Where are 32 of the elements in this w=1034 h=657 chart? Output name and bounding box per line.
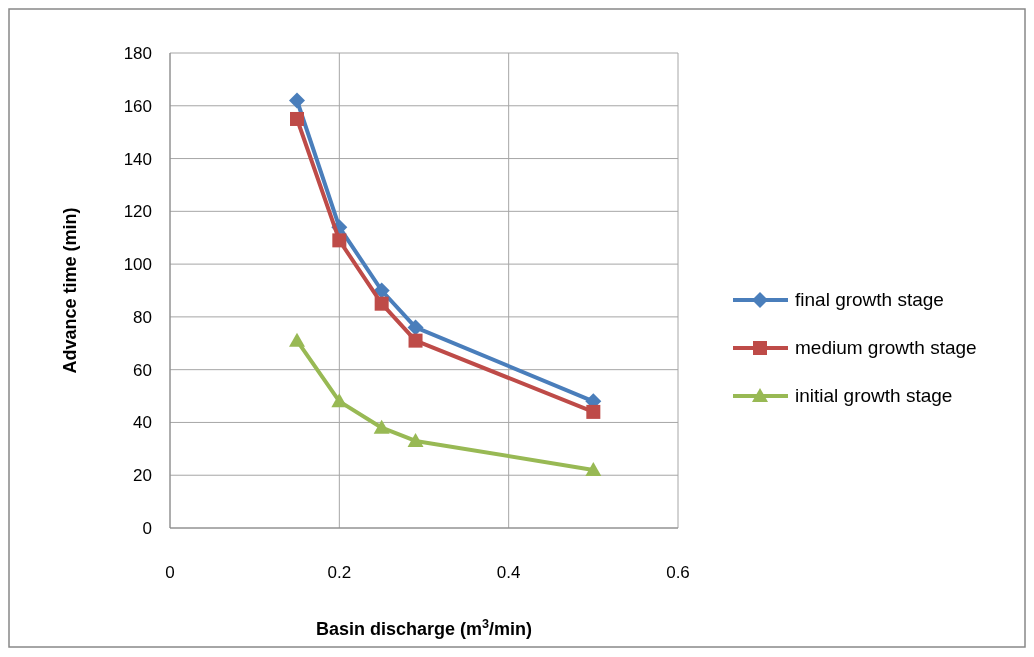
x-tick-label: 0.2 [327, 563, 352, 582]
point [290, 111, 304, 126]
y-tick-label: 140 [123, 149, 152, 169]
y-tick-label: 100 [123, 255, 152, 275]
x-axis-title: Basin discharge (m$^{3}$/min) [315, 617, 533, 639]
y-tick-label: 0 [142, 519, 152, 538]
y-tick-label: 120 [123, 202, 152, 222]
y-tick-label: 160 [123, 96, 152, 116]
x-tick-label: 0 [165, 563, 175, 582]
point [374, 296, 389, 311]
point [331, 393, 348, 408]
point [373, 282, 390, 299]
x-tick-label: 0.4 [496, 563, 521, 582]
y-axis-title: Advance time (min) [60, 207, 80, 374]
y-tick-label: 20 [133, 466, 152, 486]
point [585, 461, 602, 476]
point [289, 332, 305, 347]
x-tick-label: 0.6 [666, 563, 690, 582]
point [373, 419, 390, 434]
point [586, 404, 601, 419]
point [407, 432, 424, 447]
point [332, 233, 347, 248]
y-tick-label: 40 [133, 413, 152, 433]
legend-label: initial growth stage [795, 385, 953, 406]
point [289, 92, 305, 109]
point [408, 333, 423, 348]
y-tick-label: 80 [133, 307, 152, 327]
legend-label: medium growth stage [795, 337, 977, 358]
y-tick-label: 60 [133, 360, 152, 380]
legend-label: final growth stage [795, 289, 944, 310]
point [407, 319, 424, 336]
y-tick-label: 180 [123, 44, 152, 63]
